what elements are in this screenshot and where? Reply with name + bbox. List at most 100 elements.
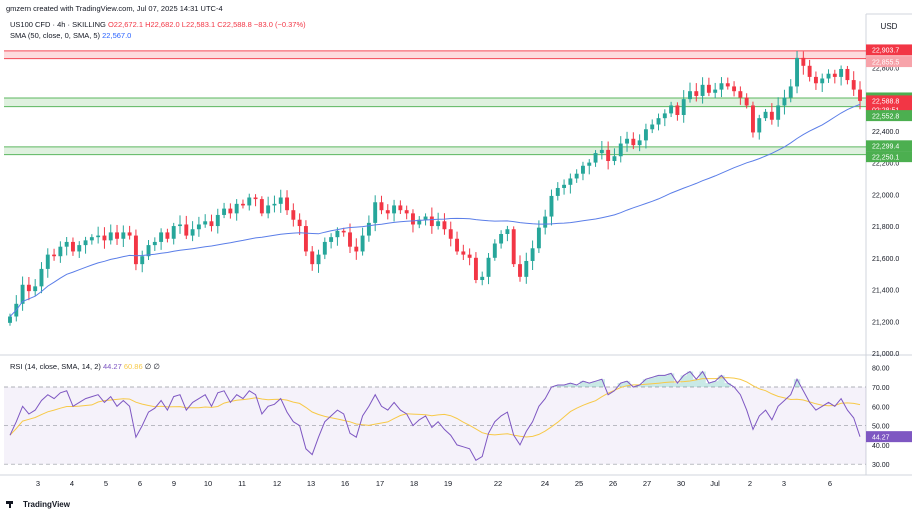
price-label-red[interactable]: 22,588.8 [866, 95, 912, 107]
candle-body[interactable] [379, 202, 384, 211]
candle-body[interactable] [152, 241, 157, 246]
candle-body[interactable] [448, 229, 453, 239]
candle-body[interactable] [127, 232, 132, 236]
candle-body[interactable] [618, 143, 623, 157]
price-label-green[interactable]: 22,250.1 [866, 151, 912, 163]
candle-body[interactable] [266, 205, 271, 214]
candle-body[interactable] [669, 105, 674, 114]
candle-body[interactable] [115, 232, 119, 239]
candle-body[interactable] [757, 118, 762, 133]
candle-body[interactable] [593, 153, 598, 163]
candle-body[interactable] [536, 227, 541, 249]
candle-body[interactable] [511, 229, 516, 265]
candle-body[interactable] [373, 202, 378, 223]
candle-body[interactable] [442, 221, 447, 230]
candle-body[interactable] [643, 129, 648, 141]
candle-body[interactable] [203, 221, 208, 225]
candle-body[interactable] [341, 230, 346, 233]
candle-body[interactable] [26, 284, 31, 292]
candle-body[interactable] [706, 84, 711, 93]
candle-body[interactable] [562, 184, 567, 188]
candle-body[interactable] [241, 203, 245, 206]
candle-body[interactable] [688, 91, 692, 100]
candle-body[interactable] [52, 254, 57, 257]
candle-body[interactable] [96, 235, 101, 238]
candle-body[interactable] [662, 113, 667, 119]
candle-body[interactable] [845, 68, 850, 81]
candle-body[interactable] [108, 232, 113, 241]
candle-body[interactable] [58, 246, 63, 257]
candle-body[interactable] [366, 222, 371, 236]
candle-body[interactable] [121, 232, 126, 239]
candle-body[interactable] [64, 241, 69, 247]
candle-body[interactable] [795, 57, 799, 87]
candle-body[interactable] [190, 229, 195, 236]
candle-body[interactable] [310, 251, 315, 265]
candle-body[interactable] [253, 197, 258, 200]
candle-body[interactable] [574, 173, 579, 179]
candle-body[interactable] [360, 235, 365, 252]
candle-body[interactable] [303, 226, 308, 252]
candle-body[interactable] [184, 224, 189, 236]
candle-body[interactable] [625, 138, 629, 144]
candle-body[interactable] [807, 65, 812, 77]
candle-body[interactable] [681, 99, 686, 115]
candle-body[interactable] [159, 232, 164, 242]
candle-body[interactable] [631, 138, 636, 146]
candle-body[interactable] [89, 237, 94, 241]
candle-body[interactable] [782, 97, 787, 106]
candle-body[interactable] [385, 210, 390, 214]
candle-body[interactable] [530, 248, 535, 261]
candle-body[interactable] [581, 165, 585, 174]
candle-body[interactable] [392, 205, 397, 214]
sma-line[interactable] [9, 103, 861, 317]
candle-body[interactable] [39, 268, 44, 287]
candle-body[interactable] [719, 83, 724, 90]
candle-body[interactable] [650, 124, 655, 130]
candle-body[interactable] [694, 91, 699, 96]
candle-body[interactable] [222, 208, 227, 215]
price-label-red-light[interactable]: 22,855.5 [866, 56, 912, 68]
candle-body[interactable] [776, 105, 781, 120]
candle-body[interactable] [518, 264, 522, 277]
candle-body[interactable] [744, 97, 749, 106]
candle-body[interactable] [423, 216, 428, 220]
candle-body[interactable] [612, 156, 617, 162]
candle-body[interactable] [20, 284, 25, 304]
candle-body[interactable] [738, 91, 743, 98]
candle-body[interactable] [178, 224, 182, 227]
candle-body[interactable] [171, 226, 176, 239]
candle-body[interactable] [675, 105, 680, 115]
candle-body[interactable] [461, 251, 466, 255]
candle-body[interactable] [329, 237, 334, 242]
candle-body[interactable] [788, 86, 793, 98]
candle-body[interactable] [480, 276, 485, 281]
candle-body[interactable] [543, 216, 548, 228]
candle-body[interactable] [436, 221, 441, 227]
candle-body[interactable] [599, 149, 604, 154]
candle-body[interactable] [492, 243, 497, 258]
candle-body[interactable] [473, 257, 478, 281]
candle-body[interactable] [801, 57, 806, 66]
currency-label[interactable]: USD [881, 22, 898, 31]
zone-red-0[interactable] [4, 50, 866, 59]
candle-body[interactable] [335, 230, 340, 238]
candle-body[interactable] [700, 84, 705, 96]
candle-body[interactable] [411, 213, 415, 225]
candle-body[interactable] [524, 260, 529, 277]
candle-body[interactable] [826, 73, 831, 79]
candle-body[interactable] [606, 149, 611, 162]
symbol-label[interactable]: US100 CFD · 4h · SKILLING [10, 20, 106, 29]
price-label-green[interactable]: 22,552.8 [866, 110, 912, 122]
candle-body[interactable] [499, 233, 504, 244]
rsi-legend[interactable]: RSI (14, close, SMA, 14, 2) 44.27 60.86 … [10, 362, 160, 371]
candle-body[interactable] [348, 232, 352, 247]
candle-body[interactable] [354, 246, 359, 252]
tradingview-logo[interactable]: TradingView [6, 500, 70, 509]
candle-body[interactable] [713, 89, 718, 93]
candle-body[interactable] [146, 245, 151, 257]
candle-body[interactable] [398, 205, 403, 211]
candle-body[interactable] [140, 256, 145, 265]
rsi-value-label[interactable]: 44.27 [866, 431, 912, 443]
